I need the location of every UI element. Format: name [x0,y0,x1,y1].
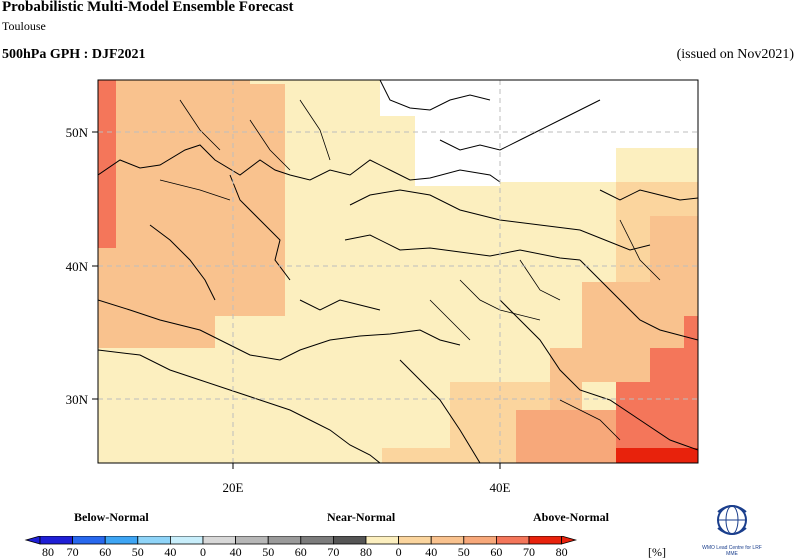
page-subtitle: Toulouse [2,19,46,33]
country-borders [159,99,661,441]
lat-label-30n: 30N [66,392,89,407]
legend-tick-label: 60 [490,545,502,559]
legend-swatch [137,536,171,545]
legend-swatch [495,536,530,545]
variable-label: 500hPa GPH : DJF2021 [2,47,146,62]
legend-tick-label: 40 [425,545,437,559]
legend-tick-label: 50 [132,545,144,559]
field-above-50-southeast [550,282,698,410]
legend-tick-label: 80 [556,545,568,559]
legend-swatch [463,536,497,545]
legend-unit: [%] [648,545,666,559]
forecast-map: 50N 40N 30N 20E 40E [66,79,699,495]
legend-tick-label: 50 [262,545,274,559]
legend-tick-label: 80 [360,545,372,559]
legend-tick-label: 70 [327,545,339,559]
field-above-70-southeast [616,316,698,463]
field-above-40-egypt [382,448,450,463]
wmo-logo-text: WMO Lead Centre for LRF MME [702,545,762,557]
legend-tick-label: 0 [200,545,206,559]
legend-colorbar: 80 70 60 50 40 0 40 50 60 70 80 0 40 50 60 70 80 [%] [24,536,666,559]
legend-tick-label: 40 [230,545,242,559]
field-above-80 [616,448,698,463]
legend-swatch [104,536,139,545]
legend-swatch [39,536,73,545]
legend-ticks: 80 70 60 50 40 0 40 50 60 70 80 0 40 50 60 70 80 [42,545,568,559]
forecast-map-field [98,80,698,463]
field-above-60-south [550,410,616,463]
legend-arrow-left [24,536,41,545]
legend-tick-label: 50 [458,545,470,559]
legend-swatch [235,536,269,545]
legend-swatch [528,536,562,545]
legend-near-normal: Near-Normal [327,510,396,524]
coastlines [98,80,698,463]
legend-swatch [202,536,236,545]
field-above-40-east [616,182,698,282]
legend-swatches [24,536,578,545]
axis-ticks [92,131,501,469]
field-no-data [380,80,698,186]
legend-swatch [365,536,399,545]
legend-tick-label: 70 [67,545,79,559]
legend-tick-label: 60 [295,545,307,559]
legend-swatch [332,536,367,545]
page-title: Probabilistic Multi-Model Ensemble Forec… [2,0,294,15]
legend-swatch [72,536,106,545]
lat-label-50n: 50N [66,125,89,140]
legend-tick-label: 80 [42,545,54,559]
map-frame [97,79,699,464]
legend-tick-label: 40 [164,545,176,559]
wmo-logo: WMO Lead Centre for LRF MME [700,500,764,560]
legend-arrow-right [561,536,578,545]
wmo-globe-icon [717,505,747,535]
legend-above-normal: Above-Normal [533,510,609,524]
legend-swatch [300,536,334,545]
lon-label-20e: 20E [223,480,244,495]
lat-label-40n: 40N [66,259,89,274]
legend-below-normal: Below-Normal [74,510,149,524]
legend-tick-label: 70 [523,545,535,559]
legend-swatch [169,536,204,545]
legend-tick-label: 0 [396,545,402,559]
legend-swatch [267,536,302,545]
legend-swatch [398,536,432,545]
field-above-50-west [98,80,285,348]
graticule [98,80,698,463]
field-above-60-arabia [516,410,550,463]
field-above-70-west [98,80,116,248]
issued-date: (issued on Nov2021) [676,47,794,62]
lon-label-40e: 40E [490,480,511,495]
legend-swatch [430,536,465,545]
legend-tick-label: 60 [99,545,111,559]
